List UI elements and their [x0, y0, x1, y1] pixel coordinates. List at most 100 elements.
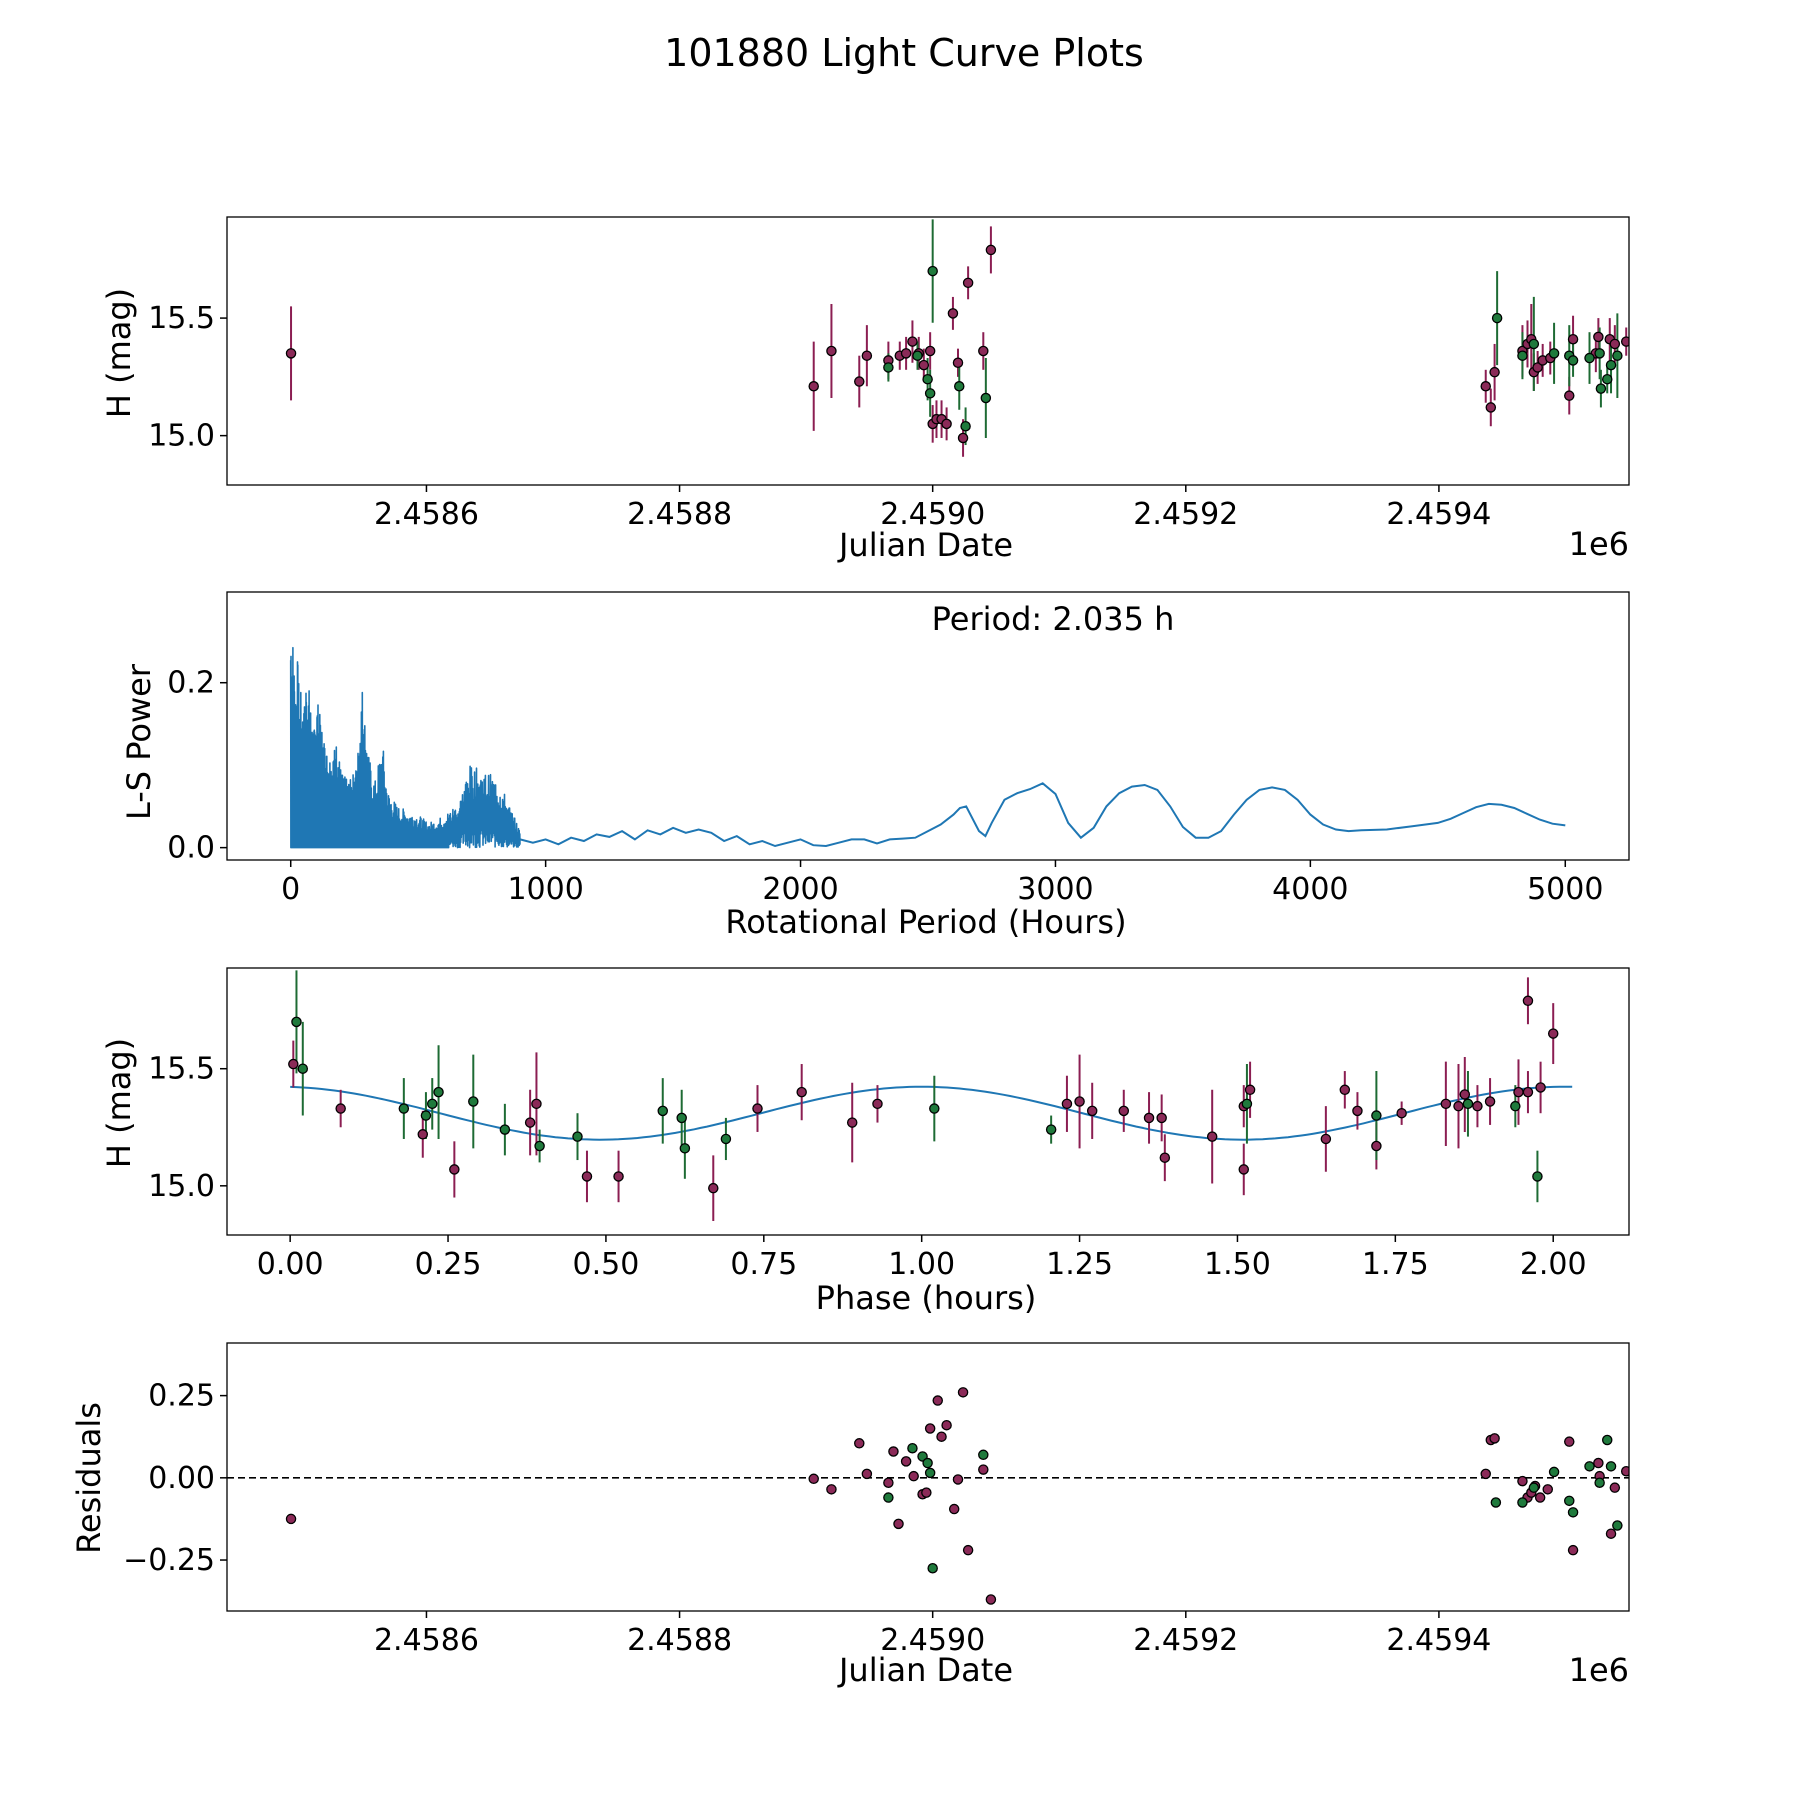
resid-point-pink	[1567, 1544, 1579, 1556]
resid-point-pink	[883, 1477, 894, 1489]
phase-point-pink	[1074, 1096, 1085, 1107]
lc-point-green	[924, 388, 936, 399]
phase-point-green	[534, 1140, 545, 1152]
resid-point-pink	[908, 1470, 919, 1482]
lc-offset-label: 1e6	[1569, 525, 1629, 563]
resid-point-green	[907, 1442, 918, 1454]
lc-point-green	[927, 265, 938, 277]
lc-point-pink	[808, 381, 819, 392]
phase-point-pink	[1472, 1100, 1483, 1112]
phase-xtick-label: 0.50	[573, 1247, 640, 1282]
resid-point-pink	[900, 1456, 912, 1467]
phase-point-pink	[613, 1171, 624, 1182]
lc-point-green	[1605, 359, 1617, 371]
ls-xtick-label: 5000	[1527, 872, 1603, 907]
ls-xtick-label: 0	[281, 872, 300, 907]
resid-point-pink	[962, 1544, 974, 1556]
phase-point-pink	[1440, 1098, 1452, 1110]
lc-xtick-label: 2.4594	[1386, 497, 1491, 532]
lc-xtick-label: 2.4590	[880, 497, 985, 532]
phase-xtick-label: 1.25	[1046, 1247, 1113, 1282]
phase-xtick-label: 1.75	[1362, 1247, 1429, 1282]
phase-point-green	[291, 1016, 302, 1028]
phase-point-green	[297, 1063, 309, 1074]
lc-point-green	[1491, 312, 1503, 324]
resid-point-pink	[1564, 1436, 1575, 1447]
resid-point-pink	[808, 1473, 819, 1485]
resid-point-pink	[854, 1438, 865, 1449]
resid-point-pink	[985, 1594, 997, 1605]
lc-point-pink	[907, 336, 918, 347]
lc-point-pink	[1532, 362, 1543, 373]
resid-point-green	[927, 1563, 938, 1574]
lc-point-pink	[978, 345, 989, 357]
phase-point-pink	[1522, 995, 1534, 1007]
resid-point-pink	[1517, 1475, 1528, 1487]
lc-point-green	[980, 392, 992, 404]
phase-point-pink	[1244, 1084, 1256, 1096]
phase-point-pink	[417, 1129, 429, 1140]
phase-point-pink	[1156, 1112, 1167, 1124]
lc-point-pink	[285, 348, 297, 359]
phase-point-pink	[1459, 1089, 1471, 1100]
lc-xlabel: Julian Date	[837, 526, 1013, 564]
resid-xlabel: Julian Date	[837, 1651, 1013, 1689]
phase-point-pink	[796, 1086, 807, 1098]
phase-point-pink	[449, 1164, 460, 1175]
resid-plot-area	[227, 1387, 1629, 1605]
lc-point-green	[883, 362, 894, 373]
phase-point-green	[398, 1103, 410, 1114]
phase-point-green	[426, 1098, 438, 1110]
resid-xtick-label: 2.4592	[1133, 1623, 1238, 1658]
phase-point-green	[468, 1096, 479, 1107]
phase-point-green	[679, 1143, 691, 1154]
phase-point-green	[499, 1124, 511, 1135]
resid-xtick-label: 2.4588	[627, 1623, 732, 1658]
resid-point-pink	[893, 1518, 904, 1530]
resid-point-green	[1584, 1461, 1595, 1472]
periodogram-panel: Rotational Period (Hours) L-S Power Peri…	[120, 591, 1630, 941]
ls-ytick-label: 0.2	[167, 666, 215, 701]
lc-point-pink	[1620, 336, 1629, 347]
phase-point-pink	[1118, 1105, 1130, 1117]
ls-plot-area	[289, 646, 1566, 849]
lc-point-green	[1567, 355, 1579, 366]
phase-point-green	[1045, 1124, 1057, 1135]
lc-point-pink	[1480, 381, 1491, 392]
resid-point-pink	[1605, 1528, 1617, 1539]
phase-point-pink	[1547, 1028, 1559, 1039]
lc-point-green	[954, 381, 965, 392]
lc-ytick-label: 15.0	[148, 419, 215, 454]
resid-point-pink	[888, 1446, 899, 1457]
resid-xtick-label: 2.4586	[374, 1623, 479, 1658]
phase-point-green	[657, 1105, 669, 1117]
resid-xtick-label: 2.4594	[1386, 1623, 1491, 1658]
resid-point-pink	[826, 1484, 837, 1495]
phase-point-green	[1371, 1110, 1382, 1121]
phase-point-green	[1462, 1098, 1474, 1110]
ls-xtick-label: 1000	[507, 872, 583, 907]
resid-point-green	[1612, 1520, 1623, 1531]
lc-xtick-label: 2.4592	[1133, 497, 1238, 532]
figure-title: 101880 Light Curve Plots	[664, 31, 1144, 75]
phase-point-pink	[1396, 1107, 1407, 1119]
residuals-panel: Julian Date Residuals 1e6 2.4586 2.4588 2.…	[70, 1342, 1630, 1689]
resid-point-pink	[924, 1423, 936, 1434]
lc-point-pink	[861, 350, 873, 361]
resid-point-pink	[1534, 1492, 1546, 1503]
lc-point-green	[1584, 352, 1595, 364]
lc-point-green	[1528, 338, 1540, 350]
lc-point-pink	[1593, 331, 1604, 343]
phase-xtick-label: 1.00	[888, 1247, 955, 1282]
lc-point-pink	[1489, 366, 1500, 378]
phase-point-pink	[1086, 1105, 1098, 1117]
resid-point-green	[1548, 1466, 1560, 1478]
resid-point-pink	[948, 1503, 960, 1515]
resid-point-green	[1517, 1497, 1528, 1508]
phase-ytick-label: 15.5	[148, 1052, 215, 1087]
phase-xtick-label: 2.00	[1520, 1247, 1587, 1282]
lc-point-pink	[900, 348, 912, 359]
resid-point-pink	[285, 1513, 297, 1525]
resid-point-pink	[932, 1395, 943, 1406]
lc-xtick-label: 2.4586	[374, 497, 479, 532]
